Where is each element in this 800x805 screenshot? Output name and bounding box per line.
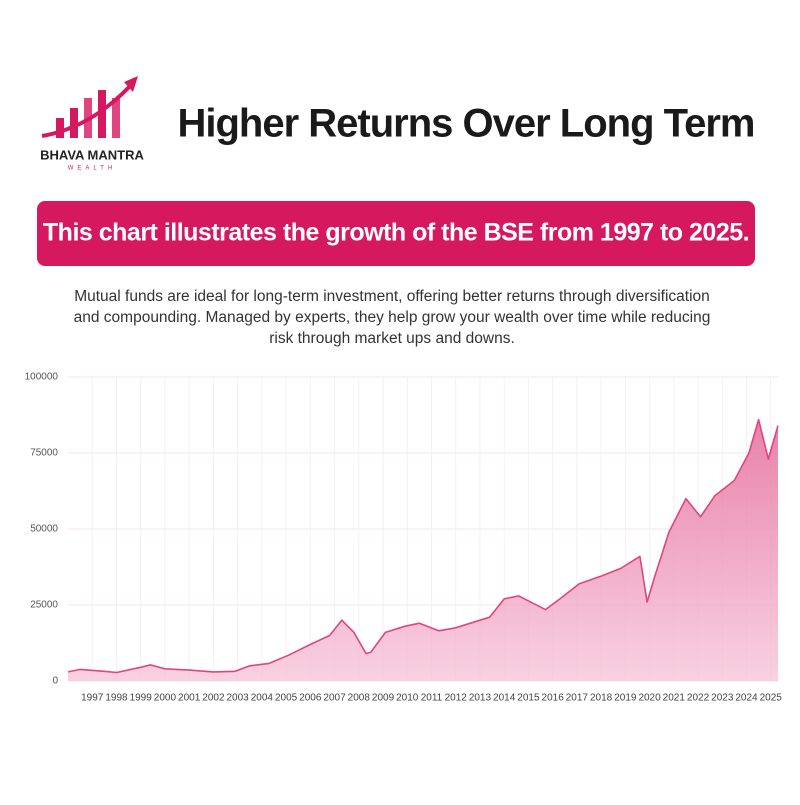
x-tick-label: 2006 <box>299 693 322 704</box>
x-tick-label: 2002 <box>202 693 225 704</box>
y-tick-label: 50000 <box>30 524 58 535</box>
x-tick-label: 2016 <box>542 693 565 704</box>
description-line: Mutual funds are ideal for long-term inv… <box>74 288 710 305</box>
y-tick-label: 100000 <box>25 372 59 383</box>
x-tick-label: 2014 <box>493 693 516 704</box>
x-tick-label: 2020 <box>638 693 661 704</box>
x-tick-label: 2009 <box>372 693 395 704</box>
logo-bar <box>112 98 120 138</box>
logo-sub: WEALTH <box>68 166 117 172</box>
y-tick-label: 0 <box>52 676 58 687</box>
description-line: and compounding. Managed by experts, the… <box>74 309 711 326</box>
area <box>68 419 778 681</box>
description-line: risk through market ups and downs. <box>269 330 515 347</box>
x-tick-label: 2013 <box>469 693 492 704</box>
x-tick-label: 2005 <box>275 693 298 704</box>
x-tick-label: 2024 <box>735 693 758 704</box>
logo-bar <box>98 90 106 138</box>
x-tick-label: 2011 <box>421 693 443 704</box>
x-tick-label: 1997 <box>81 693 104 704</box>
x-tick-label: 1999 <box>130 693 153 704</box>
logo-arrow <box>41 84 132 138</box>
x-tick-label: 2010 <box>396 693 419 704</box>
logo-name: BHAVA MANTRA <box>40 147 144 162</box>
logo-bar <box>70 108 78 138</box>
x-tick-label: 1998 <box>105 693 128 704</box>
x-tick-label: 2015 <box>517 693 540 704</box>
x-tick-label: 2004 <box>251 693 274 704</box>
banner <box>37 201 755 266</box>
y-tick-label: 75000 <box>30 448 58 459</box>
logo: BHAVA MANTRA WEALTH <box>40 76 144 172</box>
line <box>67 418 779 674</box>
y-tick-label: 25000 <box>30 600 58 611</box>
logo-bar <box>56 118 64 138</box>
x-tick-label: 2008 <box>348 693 371 704</box>
x-tick-label: 2007 <box>323 693 346 704</box>
x-tick-label: 2022 <box>687 693 710 704</box>
x-tick-label: 2012 <box>445 693 468 704</box>
x-tick-label: 2017 <box>566 693 589 704</box>
banner-text: This chart illustrates the growth of the… <box>43 219 749 247</box>
x-tick-label: 2018 <box>590 693 613 704</box>
x-tick-label: 2001 <box>178 693 201 704</box>
x-tick-label: 2019 <box>614 693 637 704</box>
logo-arrowhead <box>124 76 138 92</box>
x-tick-label: 2023 <box>711 693 734 704</box>
x-tick-label: 2000 <box>154 693 177 704</box>
x-tick-label: 2025 <box>760 693 783 704</box>
x-tick-label: 2003 <box>226 693 249 704</box>
x-tick-label: 2021 <box>663 693 686 704</box>
page-title: Higher Returns Over Long Term <box>177 102 754 146</box>
